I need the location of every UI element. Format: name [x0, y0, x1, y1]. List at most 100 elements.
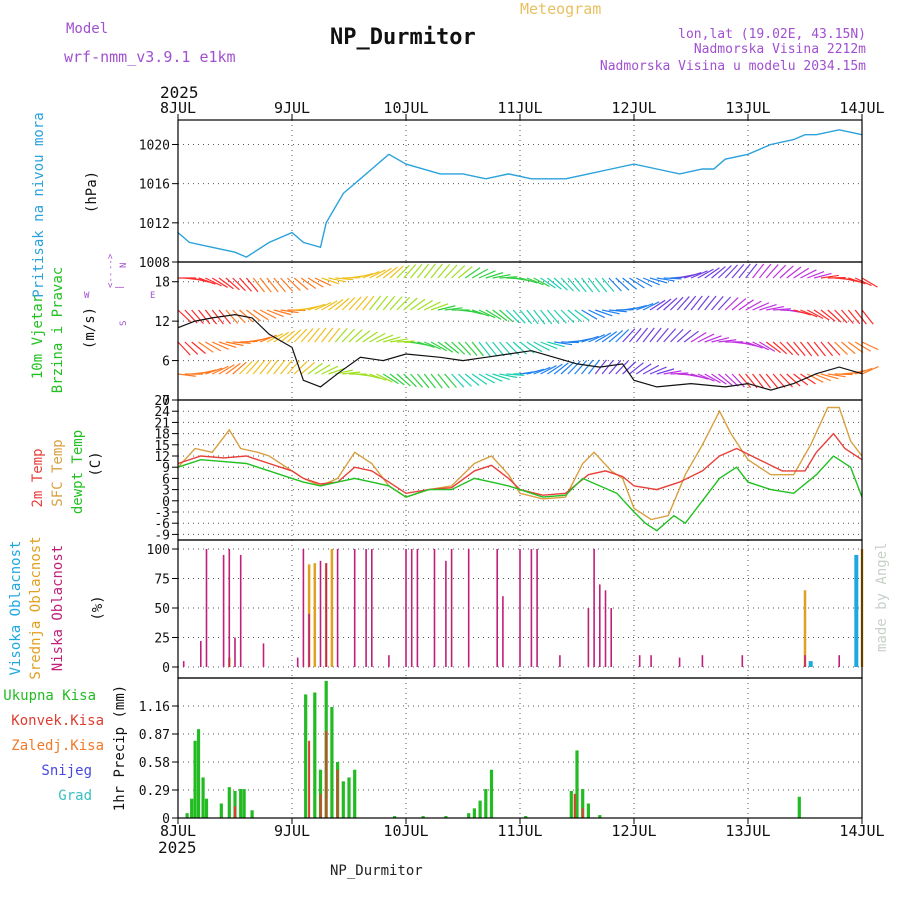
wind-arrow [820, 309, 836, 322]
wind-arrow [806, 309, 824, 320]
wind-arrow [601, 277, 615, 292]
wind-arrow [485, 341, 498, 357]
precip-unit: 1hr Precip (mm) [112, 685, 128, 811]
wind-arrow [587, 277, 601, 293]
xtick-label-bottom: 9JUL [274, 822, 310, 840]
wind-arrow [307, 277, 324, 288]
precip-bar [196, 729, 201, 818]
wind-arrow [540, 341, 558, 350]
wind-arrow [704, 267, 720, 279]
cloud-bar [325, 563, 327, 667]
wind-arrow [430, 303, 449, 311]
cloud-bar [808, 661, 813, 667]
wind-arrow [690, 295, 703, 311]
precip-bar [308, 740, 311, 818]
wind-arrow [280, 309, 299, 314]
wind-arrow [383, 336, 401, 343]
xtick-label-bottom: 14JUL [839, 822, 884, 840]
wind-arrow [807, 270, 825, 279]
wind-arrow [533, 341, 550, 351]
wind-arrow [246, 309, 261, 322]
wind-arrow [499, 309, 514, 323]
compass-s: S [119, 321, 129, 326]
ytick-label: 100 [147, 543, 170, 558]
wind-arrow [766, 305, 785, 311]
wind-arrow [410, 373, 424, 388]
wind-arrow [307, 362, 323, 375]
wind-arrow [635, 327, 649, 343]
wind-arrow [321, 277, 339, 285]
wind-arrow [300, 277, 317, 289]
wind-arrow [444, 307, 463, 311]
wind-arrow [540, 365, 557, 375]
wind-arrow [656, 277, 675, 282]
wind-arrow [430, 263, 443, 279]
wind-arrow [376, 334, 394, 343]
wind-arrow [670, 296, 684, 311]
altitude-label: Nadmorska Visina 2212m [694, 42, 866, 57]
wind-arrow [656, 327, 669, 343]
wind-arrow [807, 373, 824, 383]
wind-arrow [232, 309, 246, 324]
wind-arrow [629, 304, 648, 311]
precip-bar [336, 769, 339, 818]
year-top: 2025 [160, 83, 199, 102]
wind-arrow [273, 277, 286, 293]
wind-arrow [642, 301, 660, 311]
precip-label-convective: Konvek.Kisa [11, 713, 104, 729]
wind-arrow [827, 309, 842, 323]
wind-arrow [293, 360, 308, 375]
precip-bar [484, 789, 488, 818]
wind-arrow [649, 277, 668, 284]
wind-arrow [424, 341, 442, 350]
wind-arrow [417, 341, 435, 348]
wind-arrow [512, 309, 526, 324]
cloud-bar [222, 554, 225, 667]
cloud-bar [302, 549, 305, 667]
wind-arrow [362, 331, 378, 343]
wind-arrow [335, 277, 354, 281]
wind-arrow [464, 341, 478, 356]
xtick-label-bottom: 11JUL [497, 822, 542, 840]
wind-arrow [629, 362, 644, 375]
ytick-label: 15 [154, 439, 170, 454]
wind-arrow [280, 359, 293, 375]
wind-arrow [656, 298, 672, 311]
ytick-label: -6 [154, 517, 170, 532]
wind-arrow [861, 341, 879, 351]
ytick-label: 1008 [139, 256, 170, 271]
wind-arrow [765, 341, 782, 354]
wind-arrow [444, 341, 460, 354]
wind-arrow [478, 270, 496, 279]
precip-bar [478, 800, 482, 818]
wind-arrow [683, 330, 699, 343]
wind-arrow [396, 340, 415, 343]
wind-arrow [451, 341, 466, 355]
wind-arrow [717, 296, 732, 311]
precip-bar [569, 790, 573, 818]
precip-bar [341, 781, 345, 818]
wind-arrow [574, 277, 587, 293]
wind-arrow [266, 359, 279, 375]
cloud-unit: (%) [90, 595, 106, 620]
wind-arrow [471, 341, 484, 357]
ytick-label: 1.16 [139, 700, 170, 715]
ytick-label: 1016 [139, 178, 170, 193]
precip-label-snow: Snijeg [41, 763, 92, 779]
wind-arrow [773, 308, 792, 311]
wind-arrow [396, 296, 411, 311]
wind-arrow [245, 360, 259, 375]
precip-bar [239, 789, 243, 818]
wind-arrow [191, 309, 204, 325]
temp-ylabel-2: SFC Temp [50, 439, 66, 506]
wind-arrow [758, 263, 772, 279]
ytick-label: 1020 [139, 138, 170, 153]
dewpt-temp-line [177, 455, 863, 532]
wind-arrow [793, 309, 812, 316]
wind-arrow [690, 270, 708, 279]
wind-arrow [499, 341, 512, 356]
compass-e: E [150, 291, 155, 301]
wind-arrow [253, 336, 271, 343]
wind-arrow [369, 373, 387, 381]
wind-arrow [752, 341, 770, 351]
